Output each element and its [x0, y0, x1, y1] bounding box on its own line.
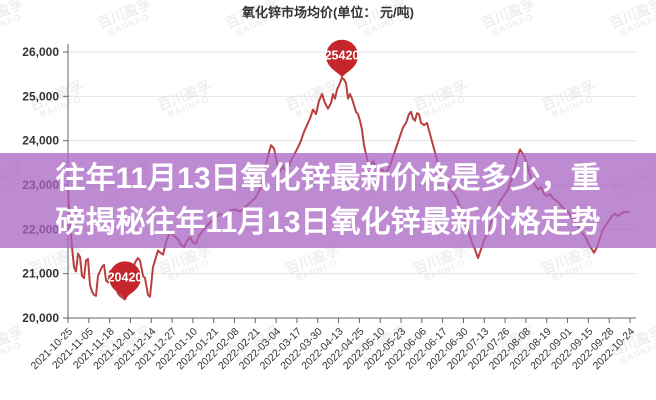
max-marker-label: 25420	[325, 49, 360, 63]
y-axis-label: 26,000	[22, 45, 59, 59]
y-axis-label: 25,000	[22, 89, 59, 103]
min-marker-pin	[109, 261, 141, 300]
min-marker-label: 20420	[108, 270, 143, 284]
max-marker-pin	[326, 39, 358, 78]
y-axis-label: 21,000	[22, 267, 59, 281]
headline-line-2: 磅揭秘往年11月13日氧化锌最新价格走势	[55, 205, 601, 239]
headline-overlay: 往年11月13日氧化锌最新价格是多少，重 磅揭秘往年11月13日氧化锌最新价格走…	[0, 153, 656, 248]
headline-line-1: 往年11月13日氧化锌最新价格是多少，重	[55, 161, 601, 195]
chart-title: 氧化锌市场均价(单位： 元/吨)	[242, 5, 414, 20]
y-axis-label: 20,000	[22, 311, 59, 325]
y-axis-label: 24,000	[22, 134, 59, 148]
